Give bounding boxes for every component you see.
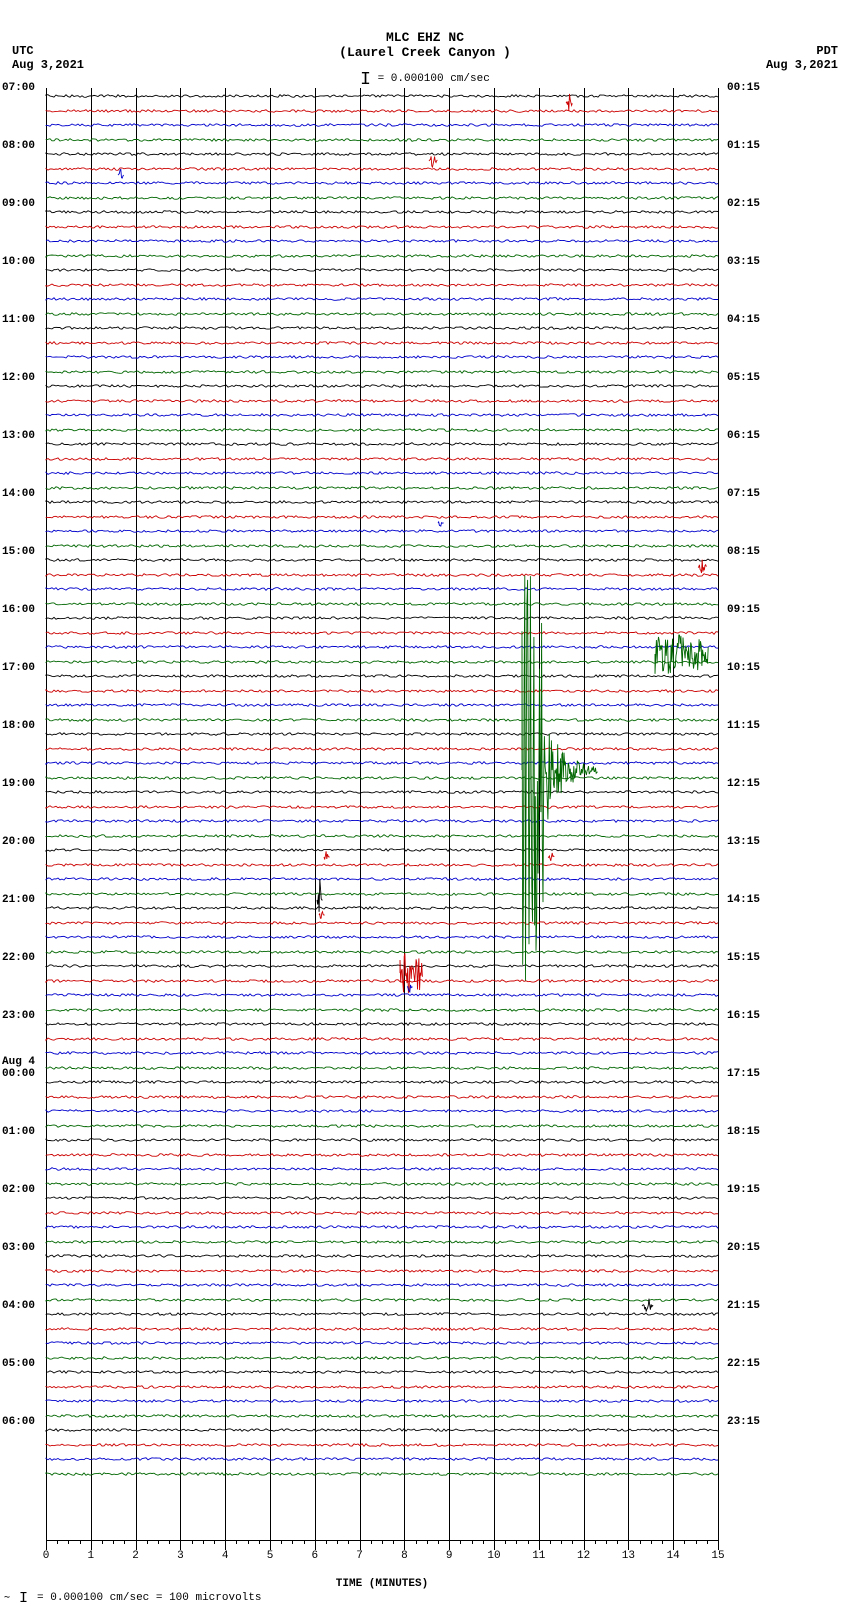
x-tick-label: 7 bbox=[356, 1550, 363, 1558]
x-tick-label: 10 bbox=[487, 1550, 500, 1558]
utc-time-label: 11:00 bbox=[2, 314, 44, 326]
utc-time-label: 05:00 bbox=[2, 1358, 44, 1370]
utc-time-label: 08:00 bbox=[2, 140, 44, 152]
date-right: Aug 3,2021 bbox=[766, 58, 838, 72]
utc-time-label: 09:00 bbox=[2, 198, 44, 210]
pdt-time-label: 14:15 bbox=[727, 894, 760, 906]
x-tick-label: 5 bbox=[267, 1550, 274, 1558]
utc-time-label: 21:00 bbox=[2, 894, 44, 906]
utc-time-label: 02:00 bbox=[2, 1184, 44, 1196]
pdt-time-label: 03:15 bbox=[727, 256, 760, 268]
utc-time-label: 04:00 bbox=[2, 1300, 44, 1312]
x-tick-label: 2 bbox=[132, 1550, 139, 1558]
utc-time-label: 23:00 bbox=[2, 1010, 44, 1022]
seismogram-container: MLC EHZ NC (Laurel Creek Canyon ) I = 0.… bbox=[0, 0, 850, 1613]
pdt-time-label: 00:15 bbox=[727, 82, 760, 94]
pdt-time-label: 15:15 bbox=[727, 952, 760, 964]
x-tick-label: 15 bbox=[711, 1550, 724, 1558]
pdt-time-label: 08:15 bbox=[727, 546, 760, 558]
pdt-time-label: 22:15 bbox=[727, 1358, 760, 1370]
utc-time-label: 20:00 bbox=[2, 836, 44, 848]
utc-time-label: 06:00 bbox=[2, 1416, 44, 1428]
utc-time-label: 19:00 bbox=[2, 778, 44, 790]
pdt-time-label: 23:15 bbox=[727, 1416, 760, 1428]
pdt-time-label: 12:15 bbox=[727, 778, 760, 790]
footer-scale: ∼ I = 0.000100 cm/sec = 100 microvolts bbox=[0, 1590, 261, 1607]
x-tick-label: 13 bbox=[622, 1550, 635, 1558]
utc-time-label: 17:00 bbox=[2, 662, 44, 674]
pdt-time-label: 16:15 bbox=[727, 1010, 760, 1022]
x-tick-label: 8 bbox=[401, 1550, 408, 1558]
x-tick-label: 14 bbox=[667, 1550, 680, 1558]
pdt-time-label: 06:15 bbox=[727, 430, 760, 442]
pdt-time-label: 11:15 bbox=[727, 720, 760, 732]
pdt-time-label: 04:15 bbox=[727, 314, 760, 326]
x-tick-label: 9 bbox=[446, 1550, 453, 1558]
x-tick-label: 4 bbox=[222, 1550, 229, 1558]
tz-left: UTC bbox=[12, 44, 34, 58]
x-tick-label: 3 bbox=[177, 1550, 184, 1558]
pdt-time-label: 05:15 bbox=[727, 372, 760, 384]
pdt-time-label: 21:15 bbox=[727, 1300, 760, 1312]
utc-time-label: 10:00 bbox=[2, 256, 44, 268]
pdt-time-label: 19:15 bbox=[727, 1184, 760, 1196]
x-axis-label: TIME (MINUTES) bbox=[46, 1578, 718, 1590]
x-tick-label: 6 bbox=[311, 1550, 318, 1558]
pdt-time-label: 18:15 bbox=[727, 1126, 760, 1138]
utc-time-label: 07:00 bbox=[2, 82, 44, 94]
utc-time-label: 01:00 bbox=[2, 1126, 44, 1138]
x-tick-label: 0 bbox=[43, 1550, 50, 1558]
utc-time-label: 13:00 bbox=[2, 430, 44, 442]
utc-time-label: 15:00 bbox=[2, 546, 44, 558]
seismogram-plot: 07:0008:0009:0010:0011:0012:0013:0014:00… bbox=[46, 88, 718, 1540]
pdt-time-label: 17:15 bbox=[727, 1068, 760, 1080]
pdt-time-label: 09:15 bbox=[727, 604, 760, 616]
utc-time-label: 03:00 bbox=[2, 1242, 44, 1254]
utc-time-label: 14:00 bbox=[2, 488, 44, 500]
station-subtitle: (Laurel Creek Canyon ) bbox=[0, 45, 850, 60]
utc-time-label: 12:00 bbox=[2, 372, 44, 384]
pdt-time-label: 02:15 bbox=[727, 198, 760, 210]
station-title: MLC EHZ NC bbox=[0, 0, 850, 45]
utc-time-label: 22:00 bbox=[2, 952, 44, 964]
pdt-time-label: 10:15 bbox=[727, 662, 760, 674]
date-left: Aug 3,2021 bbox=[12, 58, 84, 72]
pdt-time-label: 01:15 bbox=[727, 140, 760, 152]
utc-time-label: 16:00 bbox=[2, 604, 44, 616]
utc-time-label: 00:00 bbox=[2, 1068, 44, 1080]
x-tick-label: 12 bbox=[577, 1550, 590, 1558]
x-axis: 0123456789101112131415 TIME (MINUTES) bbox=[46, 1540, 718, 1590]
pdt-time-label: 07:15 bbox=[727, 488, 760, 500]
day-label: Aug 4 bbox=[2, 1056, 35, 1068]
pdt-time-label: 20:15 bbox=[727, 1242, 760, 1254]
x-tick-label: 1 bbox=[87, 1550, 94, 1558]
tz-right: PDT bbox=[816, 44, 838, 58]
utc-time-label: 18:00 bbox=[2, 720, 44, 732]
x-tick-label: 11 bbox=[532, 1550, 545, 1558]
pdt-time-label: 13:15 bbox=[727, 836, 760, 848]
